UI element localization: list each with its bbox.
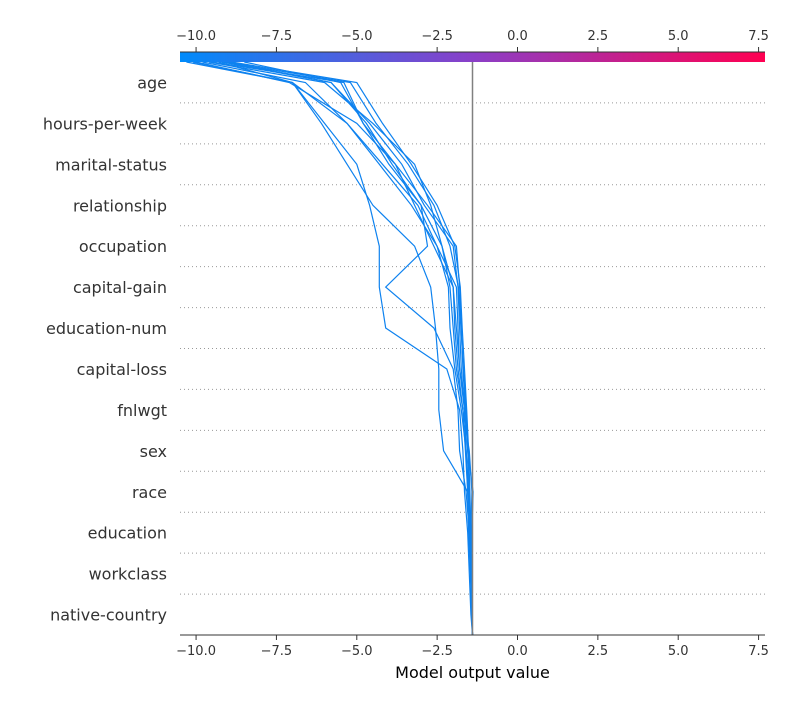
feature-label: relationship [73, 196, 167, 215]
x-axis-title: Model output value [395, 663, 550, 682]
top-tick-label: 2.5 [588, 29, 609, 44]
decision-line [244, 61, 474, 636]
bottom-tick-label: 0.0 [507, 644, 528, 659]
feature-label: fnlwgt [117, 401, 167, 420]
bottom-tick-label: −7.5 [261, 644, 293, 659]
bottom-tick-label: 2.5 [588, 644, 609, 659]
feature-label: occupation [79, 237, 167, 256]
top-tick-label: −2.5 [421, 29, 453, 44]
decision-line [221, 61, 474, 636]
colorbar [180, 52, 765, 62]
bottom-tick-label: −10.0 [176, 644, 216, 659]
feature-label: hours-per-week [43, 114, 168, 133]
feature-label: education-num [46, 319, 167, 338]
feature-label: age [137, 73, 167, 92]
top-tick-label: −5.0 [341, 29, 373, 44]
feature-label: capital-gain [73, 278, 167, 297]
feature-label: workclass [89, 565, 167, 584]
feature-label: native-country [50, 606, 167, 625]
decision-line [212, 61, 474, 636]
bottom-tick-label: 5.0 [668, 644, 689, 659]
decision-line [186, 61, 474, 636]
top-tick-label: 0.0 [507, 29, 528, 44]
decision-lines [186, 61, 474, 636]
feature-label: marital-status [55, 155, 167, 174]
feature-label: race [132, 483, 167, 502]
top-tick-label: −7.5 [261, 29, 293, 44]
bottom-tick-label: 7.5 [748, 644, 769, 659]
decision-line [224, 61, 474, 636]
top-tick-label: 7.5 [748, 29, 769, 44]
bottom-x-axis: −10.0 −7.5 −5.0 −2.5 0.0 2.5 5.0 7.5 [176, 634, 769, 659]
top-x-axis: −10.0 −7.5 −5.0 −2.5 0.0 2.5 5.0 7.5 [176, 29, 769, 53]
top-tick-label: −10.0 [176, 29, 216, 44]
feature-label: capital-loss [77, 360, 167, 379]
decision-line [195, 61, 474, 636]
feature-labels: age hours-per-week marital-status relations… [43, 73, 168, 624]
bottom-tick-label: −5.0 [341, 644, 373, 659]
bottom-tick-label: −2.5 [421, 644, 453, 659]
feature-label: education [88, 524, 167, 543]
top-tick-label: 5.0 [668, 29, 689, 44]
feature-label: sex [140, 442, 167, 461]
